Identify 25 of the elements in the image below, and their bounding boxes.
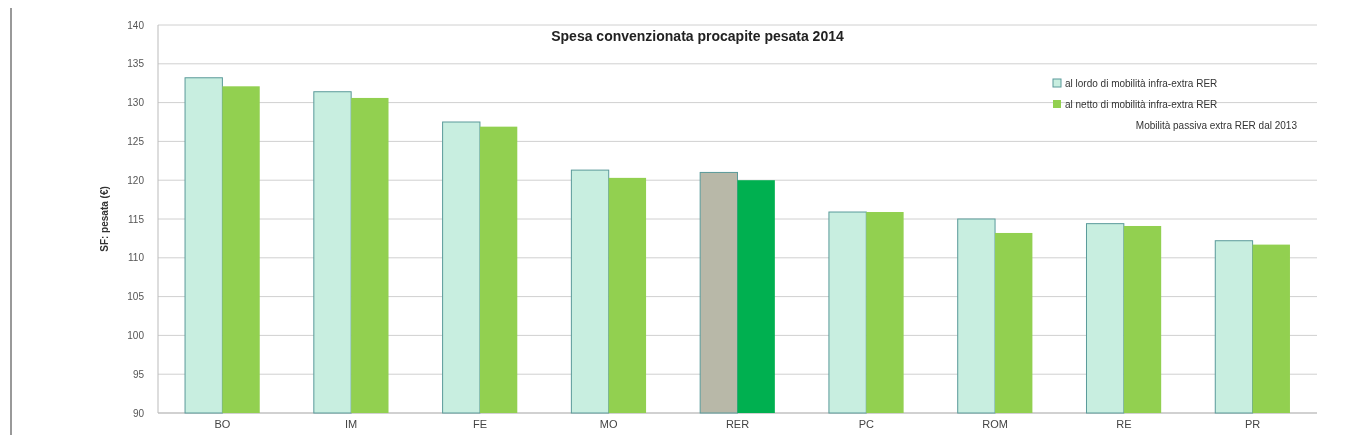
- y-tick-label: 110: [128, 252, 145, 264]
- legend-label: al lordo di mobilità infra-extra RER: [1065, 78, 1218, 89]
- x-tick-label: PC: [858, 418, 874, 430]
- x-tick-label: FE: [472, 418, 487, 430]
- x-tick-label: MO: [599, 418, 619, 430]
- y-tick-label: 135: [127, 58, 145, 70]
- y-tick-label: 130: [127, 97, 145, 109]
- x-tick-label: BO: [214, 418, 231, 430]
- x-tick-label: RER: [725, 418, 750, 430]
- annotation: Mobilità passiva extra RER dal 2013: [1135, 120, 1298, 131]
- y-tick-label: 100: [127, 329, 145, 341]
- x-tick-label: IM: [345, 418, 358, 430]
- y-tick-label: 140: [127, 19, 145, 31]
- y-tick-label: 95: [132, 368, 145, 380]
- chart-title: Spesa convenzionata procapite pesata 2014: [551, 28, 844, 44]
- y-axis-title: SF: pesata (€): [99, 186, 110, 252]
- x-tick-label: RE: [1116, 418, 1132, 430]
- x-tick-label: PR: [1244, 418, 1261, 430]
- y-tick-label: 105: [127, 291, 145, 303]
- x-tick-label: ROM: [982, 418, 1008, 430]
- y-tick-label: 90: [132, 407, 145, 419]
- y-tick-label: 115: [128, 213, 145, 225]
- y-tick-label: 120: [127, 174, 145, 186]
- y-tick-label: 125: [127, 135, 145, 147]
- legend-label: al netto di mobilità infra-extra RER: [1065, 99, 1218, 110]
